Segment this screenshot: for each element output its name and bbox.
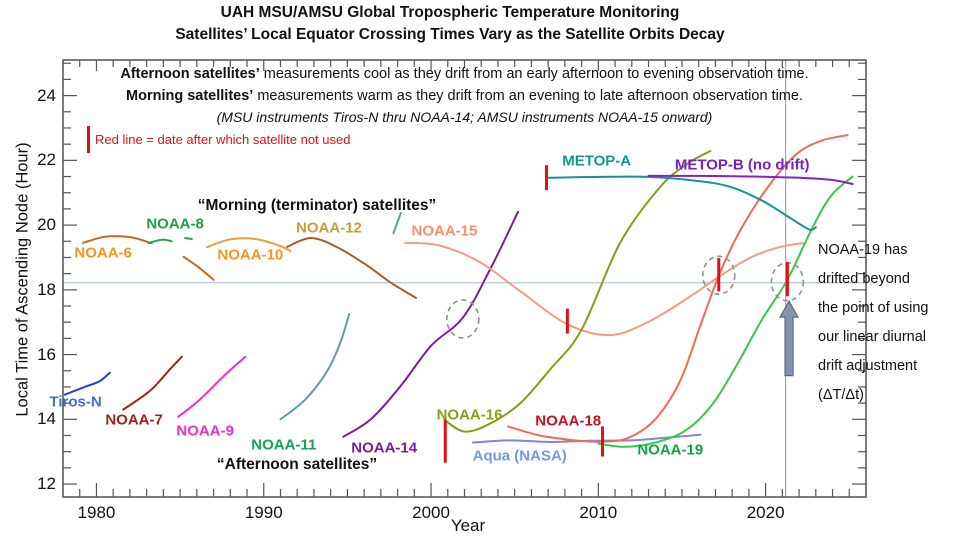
x-axis-label: Year [450,516,486,535]
series-curve-noaa-19 [597,175,854,448]
red-line-swatch [87,126,90,153]
series-curve-noaa-11 [279,313,351,421]
page-subtitle: Satellites’ Local Equator Crossing Times… [175,26,725,43]
note-morning: Morning satellites’ measurements warm as… [63,88,866,104]
afternoon-group-label: “Afternoon satellites” [216,456,378,473]
annotation-line: drift adjustment [818,358,918,374]
page-title: UAH MSU/AMSU Global Tropospheric Tempera… [220,4,680,21]
y-axis-label: Local Time of Ascending Node (Hour) [13,142,32,417]
series-curve-noaa-6 [182,255,215,281]
note-instruments: (MSU instruments Tiros-N thru NOAA-14; A… [216,109,713,125]
annotation-line: drifted beyond [818,271,910,287]
dashed-circle [701,255,736,296]
note-afternoon-rest: measurements cool as they drift from an … [259,66,809,82]
red-line-legend: Red line = date after which satellite no… [95,132,351,147]
series-curve-noaa-18 [507,134,849,443]
drift-arrow [779,299,800,377]
note-morning-bold: Morning satellites’ [126,88,254,104]
series-curve-noaa-8 [147,238,173,245]
series-curve-noaa-8 [184,237,193,240]
note-afternoon: Afternoon satellites’ measurements cool … [63,66,866,82]
note-afternoon-bold: Afternoon satellites’ [120,66,260,82]
series-curve-noaa-16 [443,150,712,433]
series-curve-noaa-11 [392,211,402,235]
series-curve-noaa-6 [82,235,153,245]
annotation-line: the point of using [818,300,929,316]
annotation-line: NOAA-19 has [818,242,908,258]
dashed-circle [446,299,480,339]
series-curve-noaa-7 [122,355,183,411]
series-curve-noaa-15 [404,241,807,337]
noaa19-drift-annotation: NOAA-19 has drifted beyond the point of … [818,236,928,410]
morning-group-label: “Morning (terminator) satellites” [197,197,437,214]
series-curve-noaa-10 [205,237,292,252]
series-curve-metop-b-no-drift- [647,174,854,185]
note-morning-rest: measurements warm as they drift from an … [253,88,803,104]
annotation-line: our linear diurnal [818,329,927,345]
series-curve-noaa-12 [286,236,417,299]
series-curve-noaa-9 [177,355,247,418]
series-curve-tiros-n [63,371,111,396]
annotation-line: (ΔT/Δt) [818,387,864,403]
series-curve-metop-a [547,175,817,231]
series-curve-noaa-14 [342,210,519,438]
